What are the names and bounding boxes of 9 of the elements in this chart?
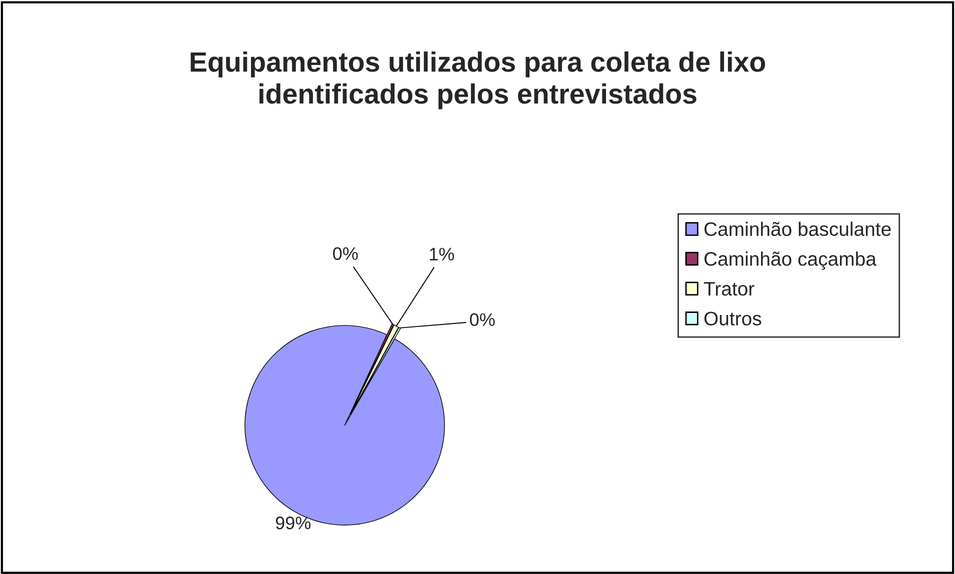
legend-label: Trator xyxy=(704,282,754,296)
chart-title: Equipamentos utilizados para coleta de lixo identificados pelos entrevistados xyxy=(190,51,766,110)
legend-label: Caminhão caçamba xyxy=(704,252,876,270)
legend-label: Outros xyxy=(704,312,762,326)
legend-label: Caminhão basculante xyxy=(704,222,891,236)
data-label: 0% xyxy=(470,313,495,326)
data-label: 1% xyxy=(430,248,454,260)
data-label: 0% xyxy=(333,247,358,260)
data-label: 99% xyxy=(276,516,311,530)
